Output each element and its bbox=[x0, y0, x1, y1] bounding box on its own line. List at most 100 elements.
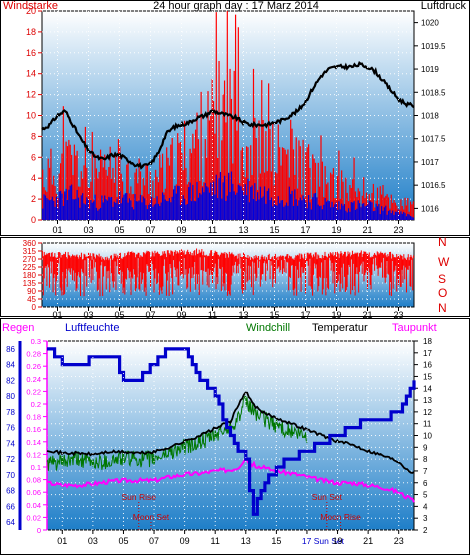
dir-tick-label: 0 bbox=[32, 303, 37, 312]
dir-tick-label: 90 bbox=[27, 287, 36, 296]
x-tick-label: 05 bbox=[114, 225, 124, 235]
astro-annotation: Moon Rise bbox=[320, 512, 361, 522]
x-tick-label: 11 bbox=[208, 225, 217, 235]
x-tick-label: 11 bbox=[211, 536, 220, 546]
left-tick-label: 20 bbox=[26, 6, 36, 16]
temp-tick-label: 2 bbox=[423, 526, 428, 535]
x-tick-label: 15 bbox=[269, 310, 279, 320]
rain-tick-label: 0 bbox=[37, 526, 41, 535]
rain-tick-label: 0.14 bbox=[26, 438, 41, 447]
left-tick-label: 4 bbox=[31, 173, 36, 183]
rain-tick-label: 0.2 bbox=[31, 400, 41, 409]
x-tick-label: 07 bbox=[145, 310, 155, 320]
rain-tick-label: 0.3 bbox=[31, 337, 41, 346]
humidity-tick-label: 78 bbox=[6, 408, 15, 417]
humidity-tick-label: 76 bbox=[6, 424, 15, 433]
rain-tick-label: 0.28 bbox=[26, 350, 41, 359]
x-tick-label: 05 bbox=[114, 310, 124, 320]
astro-annotation: Sun Rise bbox=[122, 492, 157, 502]
dewpoint-label: Taupunkt bbox=[392, 322, 437, 334]
x-tick-label: 19 bbox=[331, 310, 341, 320]
compass-label: N bbox=[438, 235, 447, 249]
x-tick-label: 17 bbox=[300, 310, 310, 320]
temp-tick-label: 10 bbox=[423, 432, 432, 441]
temp-tick-label: 7 bbox=[423, 467, 428, 476]
humidity-tick-label: 86 bbox=[6, 345, 15, 354]
rain-tick-label: 0.16 bbox=[26, 425, 41, 434]
astro-annotation: Sun Set bbox=[312, 492, 343, 502]
humidity-label: Luftfeuchte bbox=[65, 322, 119, 334]
compass-label: N bbox=[438, 301, 447, 315]
temperature-line bbox=[46, 391, 415, 474]
humidity-tick-label: 70 bbox=[6, 471, 15, 480]
dir-tick-label: 135 bbox=[23, 279, 37, 288]
temp-tick-label: 11 bbox=[423, 420, 432, 429]
humidity-tick-label: 84 bbox=[6, 361, 15, 370]
dir-tick-label: 315 bbox=[23, 247, 37, 256]
right-tick-label: 1016 bbox=[421, 204, 439, 213]
rain-tick-label: 0.26 bbox=[26, 362, 41, 371]
x-tick-label: 01 bbox=[52, 225, 62, 235]
temp-tick-label: 9 bbox=[423, 443, 428, 452]
rain-tick-label: 0.18 bbox=[26, 413, 41, 422]
x-tick-label: 23 bbox=[393, 225, 403, 235]
x-tick-label: 15 bbox=[271, 536, 281, 546]
humidity-tick-label: 74 bbox=[6, 439, 15, 448]
x-tick-label: 21 bbox=[362, 310, 372, 320]
x-tick-label: 03 bbox=[83, 225, 93, 235]
rain-tick-label: 0.02 bbox=[26, 513, 41, 522]
dir-tick-label: 270 bbox=[23, 255, 37, 264]
x-tick-label: 13 bbox=[241, 536, 251, 546]
x-tick-label: 05 bbox=[118, 536, 128, 546]
temp-tick-label: 13 bbox=[423, 396, 432, 405]
x-tick-label: 09 bbox=[176, 225, 186, 235]
right-tick-label: 1016.5 bbox=[421, 181, 446, 190]
humidity-tick-label: 64 bbox=[6, 518, 15, 527]
pressure-label: Luftdruck bbox=[421, 0, 467, 12]
humidity-tick-label: 72 bbox=[6, 455, 15, 464]
compass-label: O bbox=[438, 286, 447, 300]
right-tick-label: 1017.5 bbox=[421, 135, 446, 144]
x-tick-label: 23 bbox=[393, 310, 403, 320]
x-tick-label: 17 Sun Set bbox=[302, 536, 345, 546]
compass-label: W bbox=[438, 255, 450, 269]
x-tick-label: 15 bbox=[269, 225, 279, 235]
x-tick-label: 21 bbox=[363, 536, 373, 546]
pressure-line bbox=[41, 60, 415, 170]
dir-tick-label: 180 bbox=[23, 271, 37, 280]
x-tick-label: 13 bbox=[238, 225, 248, 235]
temp-tick-label: 8 bbox=[423, 455, 428, 464]
x-tick-label: 01 bbox=[57, 536, 67, 546]
left-tick-label: 16 bbox=[26, 48, 36, 58]
left-tick-label: 12 bbox=[26, 90, 36, 100]
left-tick-label: 14 bbox=[26, 69, 36, 79]
left-tick-label: 8 bbox=[31, 131, 36, 141]
temp-tick-label: 5 bbox=[423, 491, 428, 500]
right-tick-label: 1018.5 bbox=[421, 88, 446, 97]
right-tick-label: 1018 bbox=[421, 112, 439, 121]
humidity-tick-label: 66 bbox=[6, 502, 15, 511]
humidity-tick-label: 68 bbox=[6, 487, 15, 496]
rain-tick-label: 0.22 bbox=[26, 387, 41, 396]
rain-tick-label: 0.04 bbox=[26, 501, 41, 510]
temp-tick-label: 4 bbox=[423, 502, 428, 511]
right-tick-label: 1019 bbox=[421, 65, 439, 74]
rain-tick-label: 0.08 bbox=[26, 476, 41, 485]
x-tick-label: 03 bbox=[83, 310, 93, 320]
dir-tick-label: 360 bbox=[23, 239, 37, 248]
rain-tick-label: 0.24 bbox=[26, 375, 41, 384]
rain-tick-label: 0.12 bbox=[26, 450, 41, 459]
x-tick-label: 07 bbox=[149, 536, 159, 546]
temperature-label: Temperatur bbox=[312, 322, 368, 334]
right-tick-label: 1017 bbox=[421, 158, 439, 167]
left-tick-label: 0 bbox=[31, 215, 36, 225]
x-tick-label: 09 bbox=[176, 310, 186, 320]
compass-label: S bbox=[438, 272, 446, 286]
dir-tick-label: 45 bbox=[27, 295, 36, 304]
temp-tick-label: 16 bbox=[423, 361, 432, 370]
left-tick-label: 6 bbox=[31, 152, 36, 162]
wind-speed-label: Windstarke bbox=[3, 0, 58, 12]
x-tick-label: 09 bbox=[180, 536, 190, 546]
